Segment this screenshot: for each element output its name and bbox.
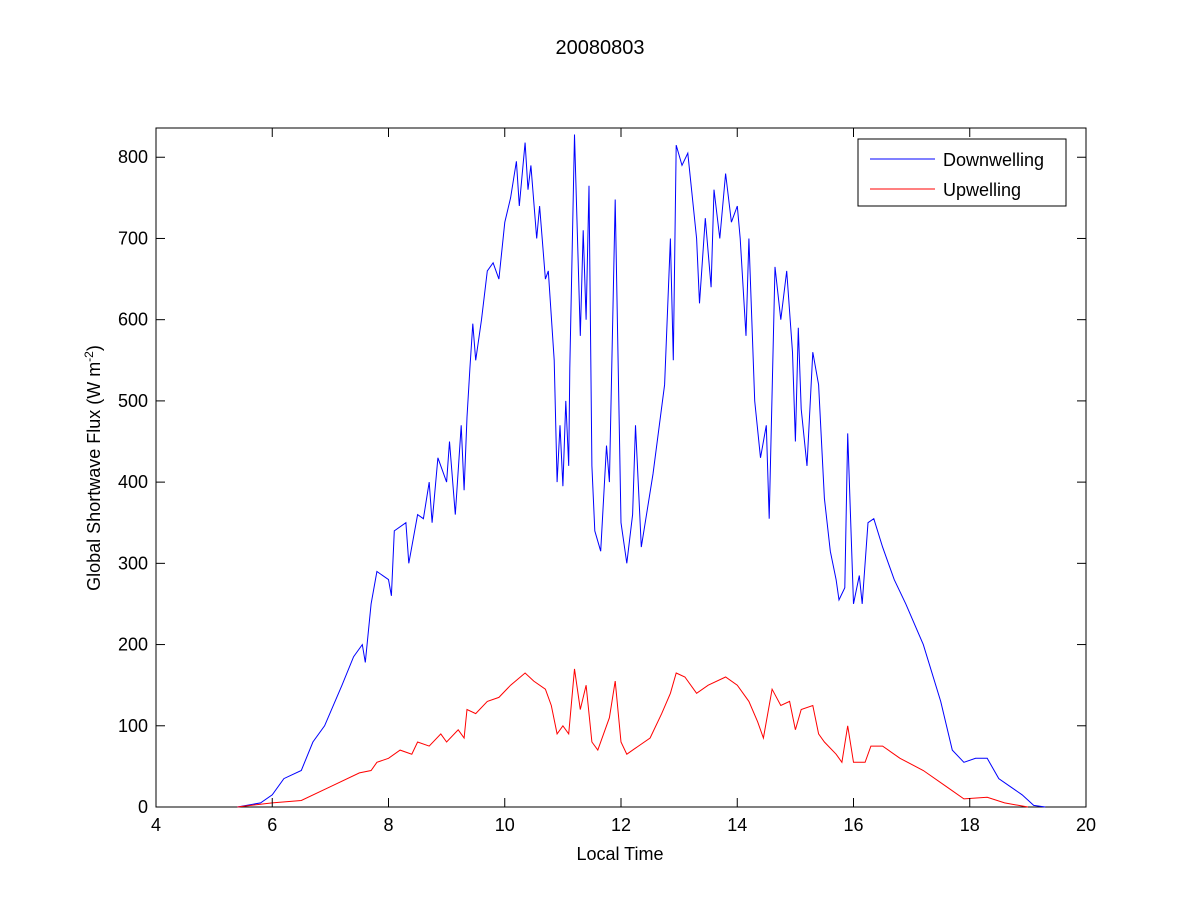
y-axis-label-sup: -2 bbox=[82, 351, 96, 362]
y-tick-label: 300 bbox=[118, 553, 148, 573]
legend-label-upwelling: Upwelling bbox=[943, 180, 1021, 200]
y-axis-label-close: ) bbox=[84, 345, 104, 351]
chart-title: 20080803 bbox=[556, 37, 645, 59]
legend-label-downwelling: Downwelling bbox=[943, 150, 1044, 170]
x-tick-label: 8 bbox=[383, 815, 393, 835]
x-tick-label: 4 bbox=[151, 815, 161, 835]
x-tick-label: 6 bbox=[267, 815, 277, 835]
legend-box bbox=[857, 138, 1067, 207]
legend: Downwelling Upwelling bbox=[857, 138, 1067, 207]
y-tick-label: 800 bbox=[118, 147, 148, 167]
series-line-downwelling bbox=[237, 134, 1046, 808]
x-axis-label: Local Time bbox=[576, 844, 663, 864]
y-tick-label: 200 bbox=[118, 635, 148, 655]
x-tick-label: 12 bbox=[611, 815, 631, 835]
y-axis-label-main: Global Shortwave Flux (W m bbox=[84, 362, 104, 591]
y-tick-label: 100 bbox=[118, 716, 148, 736]
y-tick-label: 500 bbox=[118, 391, 148, 411]
y-tick-label: 0 bbox=[138, 797, 148, 817]
x-tick-label: 10 bbox=[495, 815, 515, 835]
y-tick-label: 600 bbox=[118, 310, 148, 330]
x-tick-label: 14 bbox=[727, 815, 747, 835]
series-line-upwelling bbox=[237, 668, 1028, 808]
x-tick-label: 16 bbox=[843, 815, 863, 835]
y-tick-label: 400 bbox=[118, 472, 148, 492]
series-lines bbox=[237, 134, 1046, 808]
x-tick-label: 18 bbox=[960, 815, 980, 835]
x-tick-label: 20 bbox=[1076, 815, 1096, 835]
y-tick-label: 700 bbox=[118, 228, 148, 248]
y-axis-label: Global Shortwave Flux (W m-2) bbox=[82, 345, 104, 591]
plot-area bbox=[155, 127, 1087, 808]
